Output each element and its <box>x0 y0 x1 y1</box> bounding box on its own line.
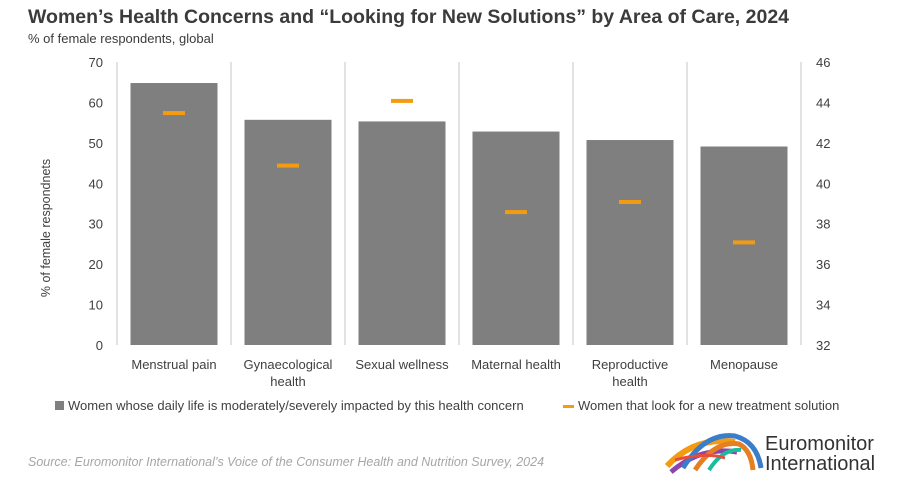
x-tick-label: health <box>270 374 305 389</box>
x-tick-label: Sexual wellness <box>355 357 449 372</box>
treatment-marker <box>277 163 299 168</box>
legend-marker-label: Women that look for a new treatment solu… <box>578 398 839 413</box>
y-tick-label: 40 <box>89 176 103 191</box>
x-tick-label: Maternal health <box>471 357 561 372</box>
x-tick-label: health <box>612 374 647 389</box>
bar <box>472 131 560 345</box>
treatment-marker <box>505 210 527 215</box>
chart-subtitle: % of female respondents, global <box>28 31 214 46</box>
logo-line2: International <box>765 453 875 475</box>
bar <box>358 121 446 346</box>
y-tick-label: 0 <box>96 338 103 353</box>
x-tick-label: Gynaecological <box>244 357 333 372</box>
x-tick-label: Reproductive <box>592 357 669 372</box>
y-tick-label: 70 <box>89 55 103 70</box>
y2-tick-label: 34 <box>816 298 830 313</box>
euromonitor-logo: Euromonitor International <box>665 433 875 475</box>
y-axis-label: % of female respondnets <box>39 159 53 297</box>
treatment-marker <box>163 111 185 116</box>
y-tick-label: 50 <box>89 136 103 151</box>
legend-marker-swatch <box>563 405 574 408</box>
treatment-marker <box>733 240 755 245</box>
y2-tick-label: 40 <box>816 176 830 191</box>
logo-line1: Euromonitor <box>765 433 874 455</box>
y-tick-label: 60 <box>89 95 103 110</box>
y2-tick-label: 32 <box>816 338 830 353</box>
y2-tick-label: 42 <box>816 136 830 151</box>
bar <box>586 140 674 345</box>
y2-tick-label: 44 <box>816 95 830 110</box>
chart-title: Women’s Health Concerns and “Looking for… <box>28 6 790 28</box>
y2-tick-label: 46 <box>816 55 830 70</box>
y2-tick-label: 38 <box>816 217 830 232</box>
treatment-marker <box>619 199 641 204</box>
bar <box>130 83 218 345</box>
y-tick-label: 10 <box>89 298 103 313</box>
x-tick-label: Menstrual pain <box>131 357 216 372</box>
treatment-marker <box>391 98 413 103</box>
x-tick-label: Menopause <box>710 357 778 372</box>
legend-bar-label: Women whose daily life is moderately/sev… <box>68 398 524 413</box>
source-note: Source: Euromonitor International’s Voic… <box>28 455 545 469</box>
y2-tick-label: 36 <box>816 257 830 272</box>
bar <box>244 119 332 345</box>
y-tick-label: 20 <box>89 257 103 272</box>
legend-bar-swatch <box>55 401 64 410</box>
y-tick-label: 30 <box>89 217 103 232</box>
bar <box>700 146 788 345</box>
